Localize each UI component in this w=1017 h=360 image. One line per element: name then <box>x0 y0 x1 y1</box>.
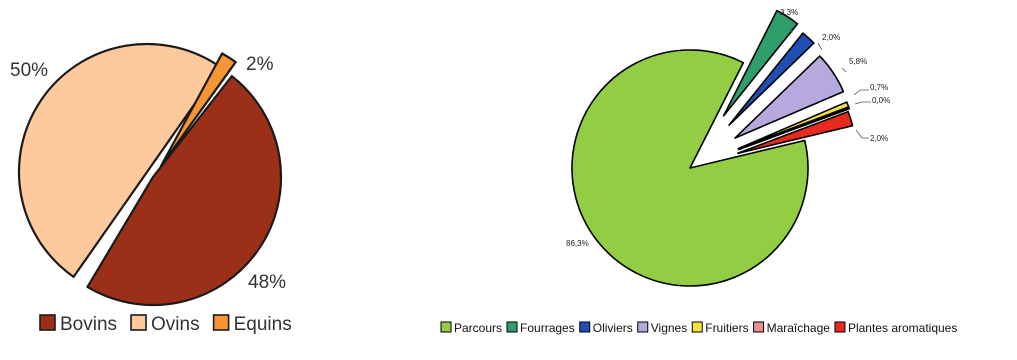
legend-swatch-equins <box>212 314 230 331</box>
data-label-plantes-aromatiques: 2,0% <box>870 134 888 143</box>
pie-slice-fruitiers <box>737 101 850 150</box>
data-label-maraichage: 0,0% <box>872 96 890 105</box>
data-label-parcours: 86,3% <box>566 239 589 248</box>
legend-label-oliviers: Oliviers <box>593 321 633 335</box>
legend-label-ovins: Ovins <box>151 314 200 335</box>
pie-slice-plantes-aromatiques <box>736 110 854 155</box>
pie-slice-bovins <box>86 75 283 307</box>
legend-swatch-bovins <box>39 314 56 331</box>
data-label-vignes: 5,8% <box>849 57 867 66</box>
legend-label-vignes: Vignes <box>651 321 687 335</box>
legend-label-plantes-aromatiques: Plantes aromatiques <box>848 321 957 335</box>
leader-line-vignes <box>841 67 847 73</box>
livestock-pie-chart: 48% 50% 2% Bovins Ovins Equins <box>10 43 292 335</box>
legend-swatch-fruitiers <box>691 321 703 333</box>
pie-slice-ovins <box>18 43 222 278</box>
data-label-oliviers: 2,0% <box>822 33 840 42</box>
pie-slice-oliviers <box>728 32 815 126</box>
legend-label-fourrages: Fourrages <box>520 321 575 335</box>
legend-swatch-ovins <box>130 314 147 331</box>
legend-swatch-parcours <box>440 321 452 333</box>
pie-slice-fourrages <box>722 9 799 117</box>
legend-swatch-oliviers <box>579 321 591 333</box>
leader-line-fourrages <box>789 26 793 34</box>
pie-slice-equins <box>159 52 237 168</box>
land-use-pie-chart: 86,3% 3,3% 2,0% 5,8% 0,7% 0,0% 2,0% Parcours Fou… <box>440 8 957 335</box>
legend-swatch-vignes <box>637 321 649 333</box>
leader-line-maraichage <box>854 101 871 105</box>
pie-slice-vignes <box>734 55 845 139</box>
data-label-bovins: 48% <box>248 272 286 293</box>
data-label-fruitiers: 0,7% <box>870 83 888 92</box>
data-label-equins: 2% <box>246 54 274 75</box>
legend-label-bovins: Bovins <box>60 314 117 335</box>
pie-slice-parcours <box>571 49 809 287</box>
pie-slice-maraichage <box>737 107 851 151</box>
leader-line-plantes-aromatiques <box>855 129 869 139</box>
legend-swatch-fourrages <box>506 321 518 333</box>
data-label-fourrages: 3,3% <box>780 8 798 17</box>
leader-line-fruitiers <box>853 89 869 96</box>
legend-label-maraichage: Maraîchage <box>767 321 831 335</box>
legend-swatch-plantes-aromatiques <box>834 321 846 333</box>
legend-label-parcours: Parcours <box>454 321 502 335</box>
legend-label-equins: Equins <box>234 314 292 335</box>
leader-line-oliviers <box>817 42 823 51</box>
data-label-ovins: 50% <box>10 60 48 81</box>
legend-label-fruitiers: Fruitiers <box>705 321 748 335</box>
legend-swatch-maraichage <box>753 321 765 333</box>
